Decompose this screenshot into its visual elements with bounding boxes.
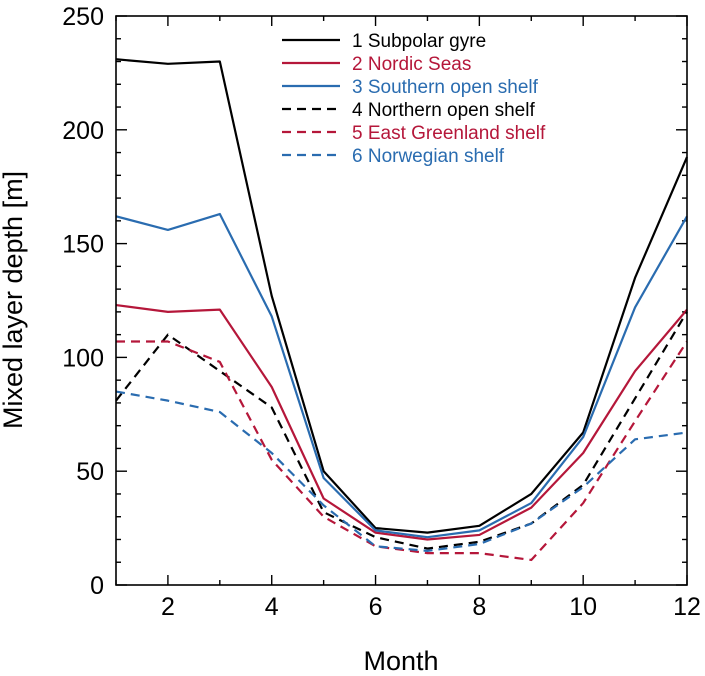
y-tick-label: 150 xyxy=(62,231,104,259)
legend-entry-4: 4 Northern open shelf xyxy=(352,100,535,121)
x-tick-label: 12 xyxy=(673,593,701,621)
x-axis-label: Month xyxy=(363,646,438,676)
x-tick-label: 6 xyxy=(369,593,383,621)
y-tick-label: 0 xyxy=(90,572,104,600)
legend-entry-5: 5 East Greenland shelf xyxy=(352,123,546,144)
y-tick-label: 50 xyxy=(76,458,104,486)
tick-labels: 2 4 6 8 10 12 0 50 100 150 200 250 xyxy=(62,3,701,621)
x-tick-label: 10 xyxy=(569,593,597,621)
legend-entry-6: 6 Norwegian shelf xyxy=(352,146,505,167)
x-tick-label: 8 xyxy=(472,593,486,621)
series-line-2 xyxy=(115,303,688,541)
series-line-6 xyxy=(115,390,688,552)
y-tick-label: 200 xyxy=(62,117,104,145)
series-line-4 xyxy=(115,311,688,550)
plot-frame xyxy=(115,15,688,586)
series-line-1 xyxy=(115,58,689,534)
y-axis-label: Mixed layer depth [m] xyxy=(0,171,28,429)
series-line-5 xyxy=(116,340,688,562)
y-tick-label: 100 xyxy=(62,344,104,372)
y-tick-label: 250 xyxy=(62,3,104,31)
legend-entry-2: 2 Nordic Seas xyxy=(352,54,471,75)
x-tick-label: 4 xyxy=(265,593,279,621)
series-line-3 xyxy=(115,212,688,539)
series-lines xyxy=(115,58,689,562)
legend-entry-3: 3 Southern open shelf xyxy=(352,77,539,98)
x-tick-label: 2 xyxy=(161,593,175,621)
legend-entry-1: 1 Subpolar gyre xyxy=(352,31,486,52)
